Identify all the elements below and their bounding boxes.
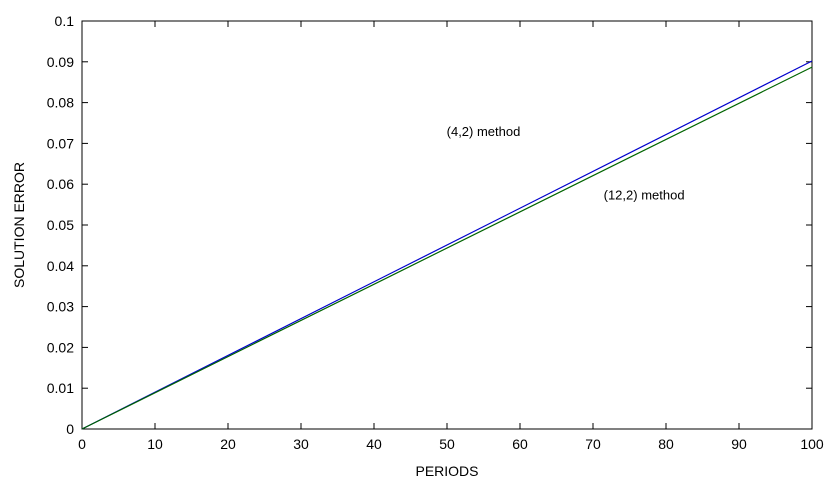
- x-axis-title: PERIODS: [415, 463, 478, 479]
- x-tick-label: 100: [800, 436, 824, 452]
- y-tick-label: 0.08: [47, 95, 74, 111]
- y-tick-label: 0: [66, 421, 74, 437]
- x-tick-label: 20: [220, 436, 236, 452]
- axis-ticks: [81, 20, 813, 430]
- y-tick-label: 0.03: [47, 299, 74, 315]
- x-tick-label: 30: [293, 436, 309, 452]
- x-tick-label: 90: [731, 436, 747, 452]
- series-lines: [81, 60, 813, 430]
- annotations: (4,2) method (12,2) method: [447, 124, 685, 202]
- x-tick-labels: 0 10 20 30 40 50 60 70 80 90 100: [78, 436, 824, 452]
- y-tick-label: 0.02: [47, 339, 74, 355]
- x-tick-label: 0: [78, 436, 86, 452]
- y-axis-title: SOLUTION ERROR: [11, 162, 27, 288]
- y-tick-label: 0.07: [47, 135, 74, 151]
- x-tick-label: 60: [512, 436, 528, 452]
- y-tick-label: 0.09: [47, 54, 74, 70]
- x-tick-label: 80: [658, 436, 674, 452]
- y-tick-label: 0.1: [55, 13, 75, 29]
- plot-frame: [81, 20, 813, 430]
- series-line-1: [81, 60, 813, 430]
- y-tick-label: 0.05: [47, 217, 74, 233]
- y-tick-labels: 0 0.01 0.02 0.03 0.04 0.05 0.06 0.07 0.08 0.09 0.1: [47, 13, 74, 437]
- annotation-label: (4,2) method: [447, 124, 521, 139]
- x-tick-label: 50: [439, 436, 455, 452]
- y-tick-label: 0.04: [47, 258, 74, 274]
- annotation-label: (12,2) method: [604, 187, 685, 202]
- x-tick-label: 10: [147, 436, 163, 452]
- y-tick-label: 0.01: [47, 380, 74, 396]
- series-line-2: [81, 66, 813, 430]
- x-tick-label: 70: [585, 436, 601, 452]
- x-tick-label: 40: [366, 436, 382, 452]
- y-tick-label: 0.06: [47, 176, 74, 192]
